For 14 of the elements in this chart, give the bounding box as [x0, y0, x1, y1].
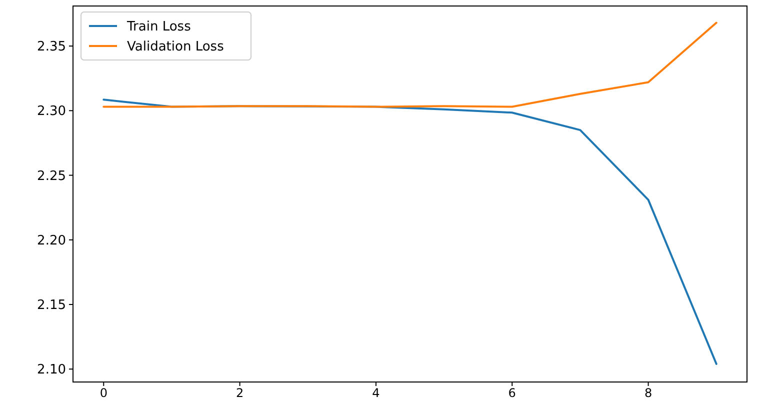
y-tick-label: 2.30	[37, 104, 66, 120]
legend-label: Train Loss	[126, 20, 192, 35]
y-tick-label: 2.10	[37, 362, 66, 378]
y-tick-label: 2.25	[37, 168, 66, 184]
line-series	[102, 22, 718, 108]
x-tick-label: 4	[372, 386, 380, 400]
y-tick-label: 2.20	[37, 233, 66, 248]
x-tick-label: 8	[644, 386, 652, 400]
legend-label: Validation Loss	[127, 40, 224, 55]
x-tick-label: 6	[508, 386, 516, 400]
y-tick-label: 2.15	[37, 298, 66, 314]
y-tick-label: 2.35	[37, 40, 66, 55]
x-tick-label: 0	[100, 386, 108, 400]
x-tick-label: 2	[236, 386, 244, 400]
